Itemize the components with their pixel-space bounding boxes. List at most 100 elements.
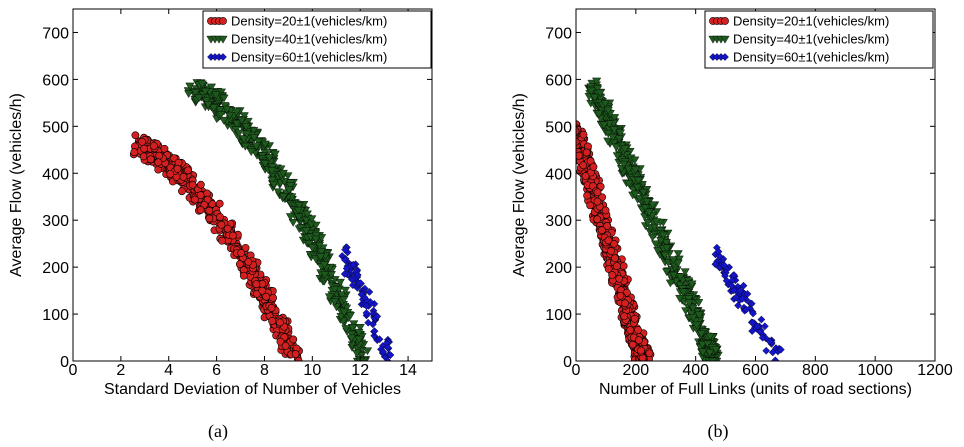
data-point — [747, 299, 756, 308]
data-point — [383, 357, 392, 361]
y-tick-label: 100 — [42, 307, 69, 324]
data-point — [301, 227, 311, 236]
data-point — [194, 94, 204, 103]
y-tick-label: 500 — [545, 119, 572, 136]
data-point — [621, 299, 629, 308]
data-point — [219, 94, 229, 103]
data-point — [694, 311, 704, 320]
data-point — [324, 293, 335, 302]
data-point — [730, 271, 738, 279]
data-point — [285, 213, 296, 222]
data-point — [286, 182, 296, 191]
data-point — [339, 296, 349, 304]
data-point — [375, 335, 384, 344]
data-point — [632, 183, 642, 192]
data-point — [138, 137, 147, 146]
y-tick-label: 600 — [545, 72, 572, 89]
data-point — [190, 89, 200, 97]
data-point — [352, 349, 362, 358]
data-point — [673, 250, 683, 258]
data-point — [188, 180, 197, 189]
data-point — [320, 271, 330, 279]
legend-marker — [219, 53, 227, 61]
x-axis-label: Standard Deviation of Number of Vehicles — [104, 381, 401, 398]
data-point — [593, 197, 602, 206]
data-point — [736, 287, 744, 295]
data-point — [216, 111, 226, 119]
data-point — [615, 129, 625, 138]
data-point — [239, 112, 249, 121]
data-point — [640, 204, 650, 213]
data-point — [614, 135, 624, 143]
data-point — [383, 343, 392, 352]
data-point — [293, 206, 303, 215]
data-point — [281, 342, 290, 350]
data-point — [178, 187, 186, 196]
data-point — [595, 89, 605, 98]
data-point — [196, 180, 205, 189]
data-point — [624, 180, 634, 188]
data-point — [206, 83, 216, 92]
y-tick-label: 500 — [42, 119, 69, 136]
x-tick-label: 0 — [69, 362, 78, 379]
data-point — [604, 265, 613, 273]
data-point — [319, 261, 329, 270]
data-point — [620, 312, 629, 321]
data-point — [252, 280, 261, 289]
data-point — [738, 294, 747, 303]
y-axis-label: Average Flow (vehicles/h) — [511, 93, 528, 277]
data-point — [593, 188, 602, 197]
legend-box — [202, 10, 432, 69]
data-point — [642, 198, 652, 207]
data-point — [576, 142, 577, 148]
legend-marker — [721, 53, 729, 61]
data-point — [765, 337, 774, 346]
data-point — [267, 176, 277, 185]
data-point — [239, 271, 248, 280]
data-point — [355, 324, 365, 332]
data-point — [241, 243, 250, 252]
data-point — [692, 321, 702, 330]
data-point — [568, 136, 575, 143]
x-tick-label: 8 — [260, 362, 269, 379]
data-point — [225, 111, 235, 120]
data-point — [276, 337, 285, 346]
data-point — [687, 280, 697, 289]
data-point — [762, 346, 771, 355]
data-point — [200, 87, 210, 96]
data-point — [191, 195, 199, 204]
data-point — [643, 219, 653, 227]
data-point — [356, 279, 365, 288]
data-point — [237, 116, 247, 125]
data-point — [264, 154, 274, 163]
data-point — [582, 148, 591, 157]
data-point — [720, 261, 729, 270]
y-tick-label: 100 — [545, 307, 572, 324]
x-tick-label: 2 — [116, 362, 125, 379]
data-point — [630, 166, 641, 175]
data-point — [362, 309, 371, 317]
data-point — [215, 199, 224, 208]
x-tick-label: 1000 — [857, 362, 893, 379]
y-tick-label: 400 — [42, 166, 69, 183]
data-point — [205, 214, 214, 223]
data-point — [347, 330, 357, 339]
data-point — [589, 162, 598, 171]
data-point — [673, 259, 683, 268]
y-tick-label: 300 — [42, 213, 69, 230]
x-tick-label: 400 — [682, 362, 709, 379]
series-2 — [183, 79, 373, 361]
data-point — [630, 314, 639, 323]
legend-marker — [219, 17, 227, 25]
data-point — [708, 357, 718, 361]
data-point — [611, 143, 621, 152]
data-point — [211, 91, 221, 100]
data-point — [196, 206, 205, 214]
data-point — [576, 127, 580, 135]
data-point — [590, 93, 600, 102]
y-tick-label: 0 — [60, 354, 69, 371]
panel-caption: (b) — [708, 421, 729, 442]
data-point — [268, 317, 276, 325]
x-tick-label: 10 — [303, 362, 321, 379]
